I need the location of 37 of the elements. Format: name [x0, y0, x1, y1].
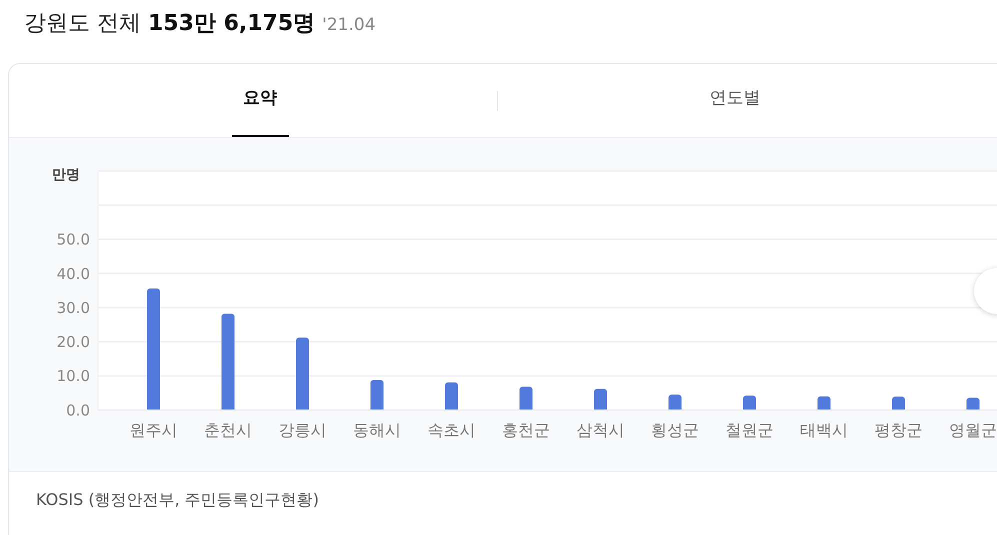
bar [445, 382, 458, 410]
y-tick-label: 40.0 [56, 264, 90, 283]
x-tick-label: 평창군 [874, 420, 922, 440]
bar [818, 396, 830, 410]
x-tick-label: 철원군 [725, 420, 774, 440]
y-tick-label: 10.0 [56, 367, 90, 386]
text: KOSIS (행정안전부, 주민등록인구현황) [36, 490, 319, 511]
text: 연도별 [708, 87, 762, 109]
y-tick-label: 20.0 [56, 333, 90, 352]
bar [520, 386, 532, 410]
bar [296, 338, 309, 410]
x-tick-label: 원주시 [129, 420, 178, 440]
y-tick-label: 30.0 [56, 298, 90, 317]
text: '21.04 [322, 15, 376, 35]
bar [668, 394, 682, 410]
y-axis-title: 만명 [52, 166, 80, 184]
x-tick-label: 횡성군 [650, 420, 699, 440]
chart-title: 강원도 전체 [24, 11, 141, 36]
y-tick-label: 50.0 [56, 230, 90, 249]
x-tick-label: 동해시 [352, 420, 401, 440]
x-tick-label: 춘천시 [204, 420, 252, 440]
x-tick-label: 강릉시 [278, 420, 326, 440]
bar [892, 396, 905, 410]
x-tick-label: 속초시 [427, 420, 476, 440]
y-tick-label: 0.0 [66, 401, 90, 420]
chart-subtitle: 153만 6,175명 [148, 11, 316, 36]
bar [370, 380, 384, 410]
bar [966, 398, 980, 410]
bar [222, 314, 234, 410]
bar [743, 396, 756, 410]
x-tick-label: 홍천군 [502, 420, 550, 440]
bar [147, 288, 160, 410]
bar [594, 388, 607, 410]
text: 요약 [242, 87, 278, 109]
x-tick-label: 삼척시 [576, 420, 624, 440]
x-tick-label: 태백시 [800, 420, 848, 440]
x-tick-label: 영월군 [948, 420, 997, 440]
